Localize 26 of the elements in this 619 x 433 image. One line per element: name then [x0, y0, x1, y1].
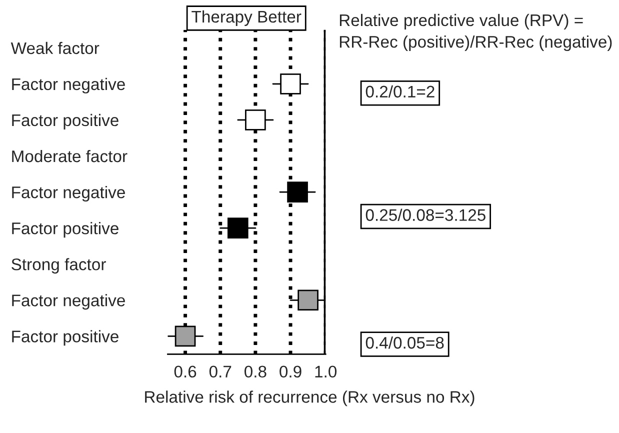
x-tick-label: 0.6: [174, 366, 196, 378]
y-tick-label: Weak factor: [10, 42, 100, 54]
text: Relative predictive value (RPV) = RR-Rec (positive)/RR-Rec (negative): [340, 14, 612, 52]
y-tick-label: Factor positive: [12, 222, 118, 238]
y-tick-label: Factor negative: [12, 78, 125, 94]
y-tick-label: Factor negative: [12, 186, 125, 202]
text: 0.25/0.08=3.125: [366, 208, 486, 221]
x-tick-label: 1.0: [315, 366, 337, 378]
x-tick-label: 0.8: [244, 366, 266, 378]
x-tick-label: 0.7: [209, 366, 232, 378]
point: [174, 326, 196, 347]
y-tick-label: Moderate factor: [12, 150, 128, 162]
y-tick-label: Factor negative: [12, 294, 125, 310]
text: Therapy Better: [192, 10, 302, 26]
x-tick-label: 0.9: [280, 366, 302, 378]
x-axis-title: Relative risk of recurrence (Rx versus no Rx): [145, 390, 474, 406]
point: [227, 218, 248, 238]
point: [287, 182, 308, 202]
y-tick-label: Strong factor: [12, 258, 106, 274]
y-tick-label: Factor positive: [12, 330, 118, 346]
point: [280, 74, 301, 94]
text: 0.2/0.1=2: [366, 85, 434, 98]
point: [298, 290, 318, 311]
text: 0.4/0.05=8: [366, 336, 444, 349]
y-tick-label: Factor positive: [12, 114, 118, 130]
point: [245, 110, 266, 130]
